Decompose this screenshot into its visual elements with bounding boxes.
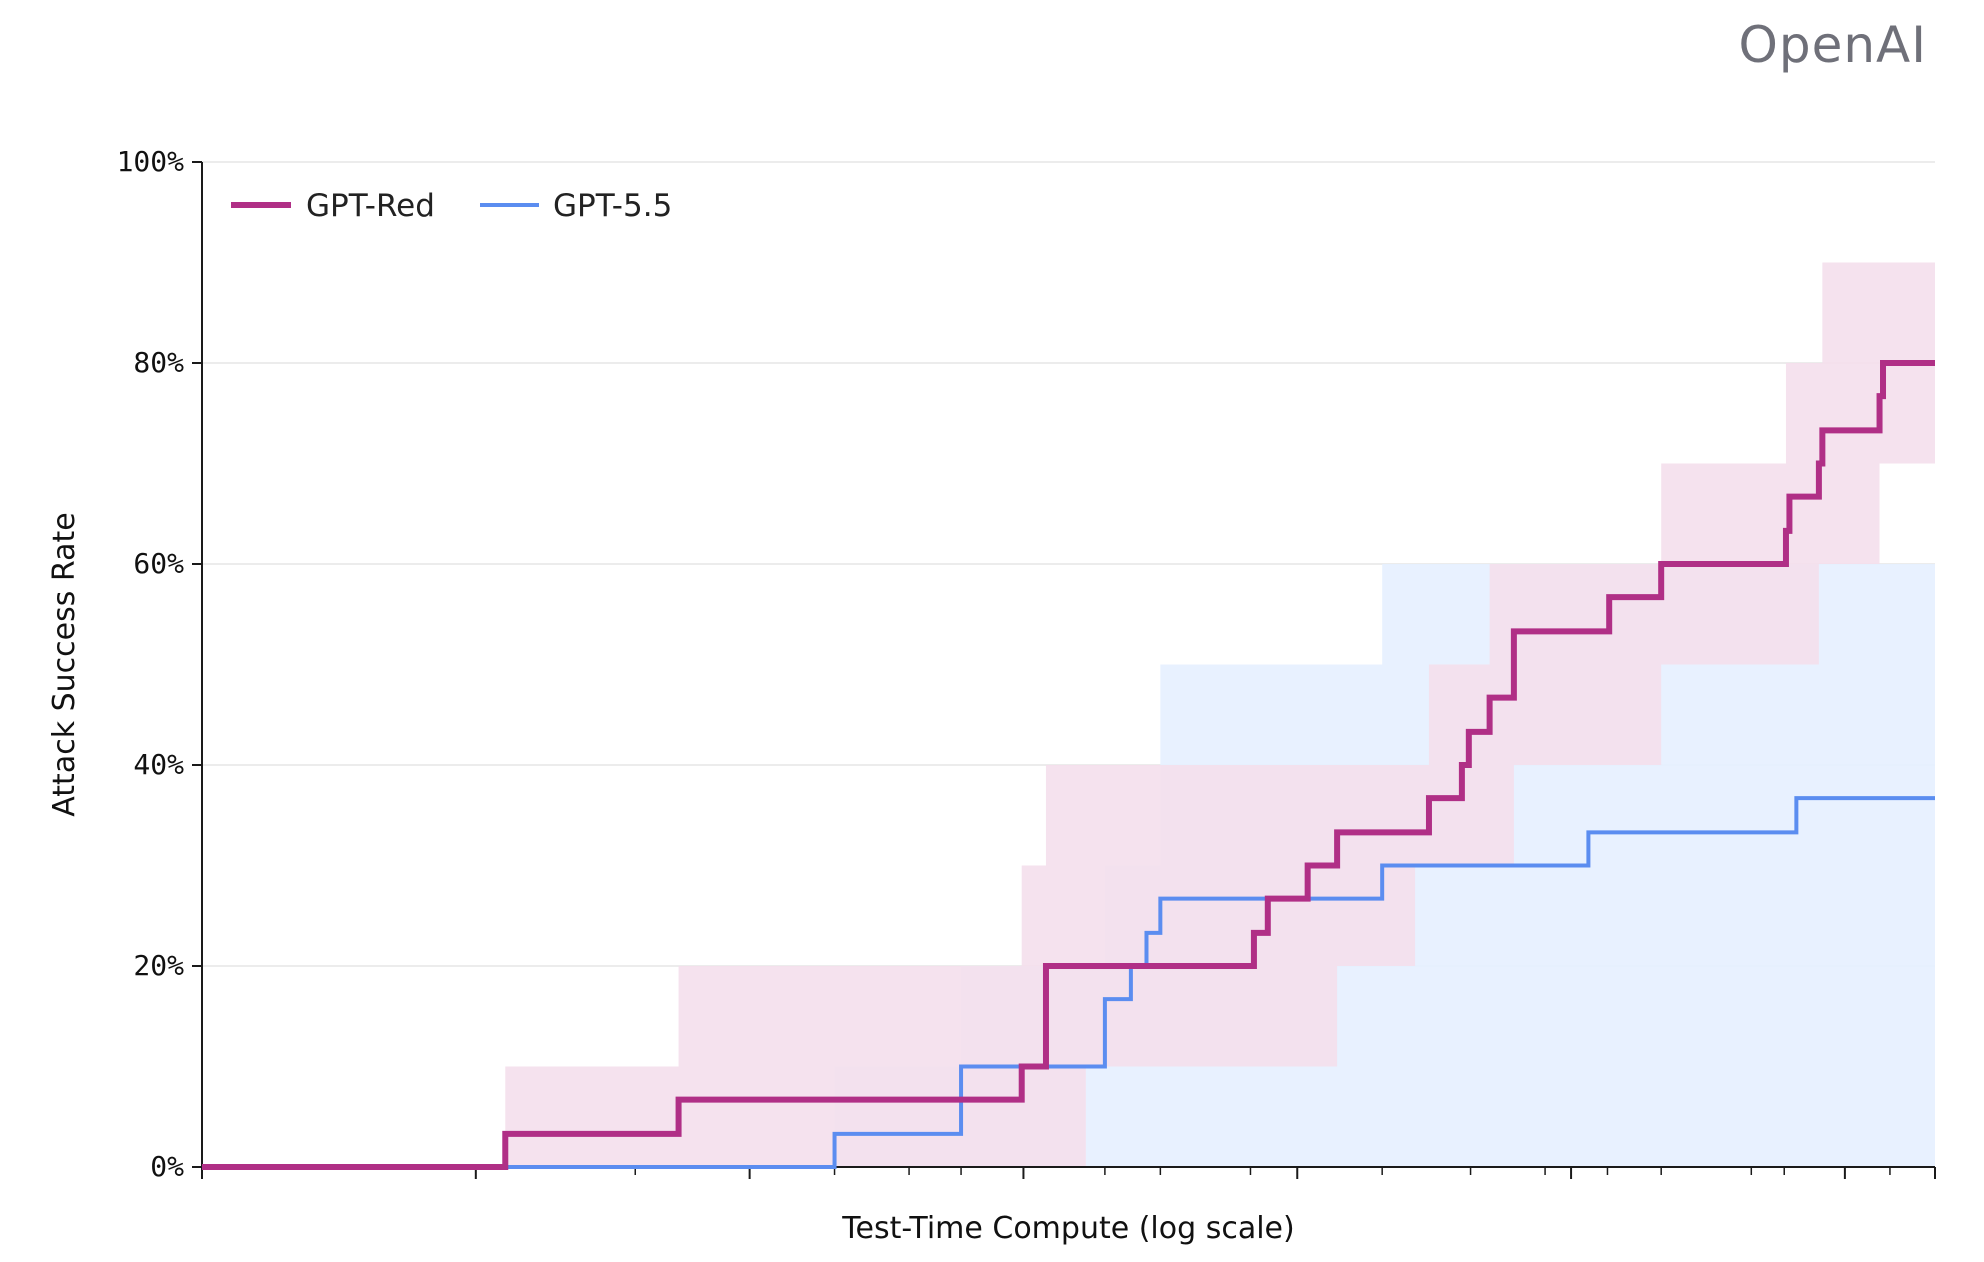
y-tick-label-4: 80%: [133, 346, 184, 379]
legend: GPT-Red GPT-5.5: [231, 188, 672, 224]
y-ticks: 0% 20% 40% 60% 80% 100%: [117, 145, 202, 1183]
series-line-gpt-5-5: [202, 796, 1935, 1169]
x-axis-title: Test-Time Compute (log scale): [841, 1211, 1294, 1246]
confidence-bands: [202, 262, 1935, 1167]
y-axis-title: Attack Success Rate: [47, 512, 82, 816]
ci-band-gpt-red: [202, 262, 1935, 1167]
y-tick-label-5: 100%: [117, 145, 185, 178]
legend-label-0: GPT-Red: [306, 188, 435, 224]
y-tick-label-3: 60%: [133, 547, 184, 580]
y-tick-label-0: 0%: [150, 1150, 184, 1183]
y-tick-label-2: 40%: [133, 748, 184, 781]
openai-brand-logo: OpenAI: [1738, 16, 1927, 74]
y-tick-label-1: 20%: [133, 949, 184, 982]
series-lines: [202, 360, 1935, 1170]
series-line-gpt-red: [202, 360, 1935, 1170]
legend-label-1: GPT-5.5: [553, 188, 672, 224]
